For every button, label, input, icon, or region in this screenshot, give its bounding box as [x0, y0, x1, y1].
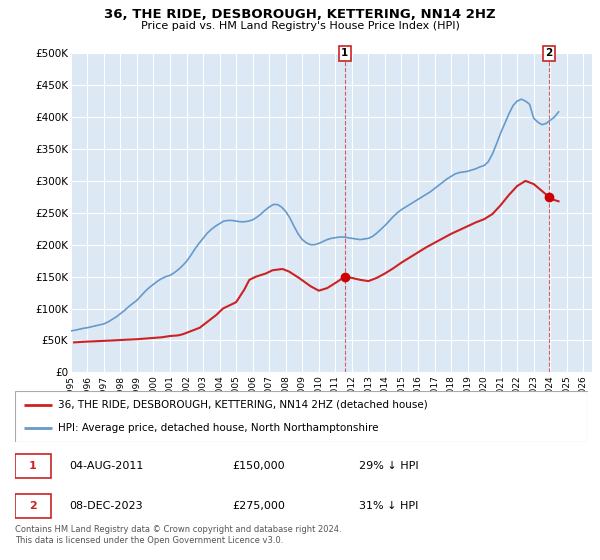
Bar [15, 493, 50, 517]
Text: 2: 2 [29, 501, 37, 511]
Text: 29% ↓ HPI: 29% ↓ HPI [359, 461, 418, 471]
Text: 36, THE RIDE, DESBOROUGH, KETTERING, NN14 2HZ (detached house): 36, THE RIDE, DESBOROUGH, KETTERING, NN1… [58, 400, 428, 410]
Text: 36, THE RIDE, DESBOROUGH, KETTERING, NN14 2HZ: 36, THE RIDE, DESBOROUGH, KETTERING, NN1… [104, 8, 496, 21]
Text: 31% ↓ HPI: 31% ↓ HPI [359, 501, 418, 511]
Text: 08-DEC-2023: 08-DEC-2023 [70, 501, 143, 511]
Text: 04-AUG-2011: 04-AUG-2011 [70, 461, 144, 471]
Text: Price paid vs. HM Land Registry's House Price Index (HPI): Price paid vs. HM Land Registry's House … [140, 21, 460, 31]
Text: 2: 2 [545, 48, 553, 58]
Text: £150,000: £150,000 [233, 461, 286, 471]
Text: £275,000: £275,000 [233, 501, 286, 511]
Text: Contains HM Land Registry data © Crown copyright and database right 2024.
This d: Contains HM Land Registry data © Crown c… [15, 525, 341, 545]
Text: 1: 1 [29, 461, 37, 471]
Text: 1: 1 [341, 48, 349, 58]
Text: HPI: Average price, detached house, North Northamptonshire: HPI: Average price, detached house, Nort… [58, 423, 379, 433]
Bar [15, 454, 50, 478]
